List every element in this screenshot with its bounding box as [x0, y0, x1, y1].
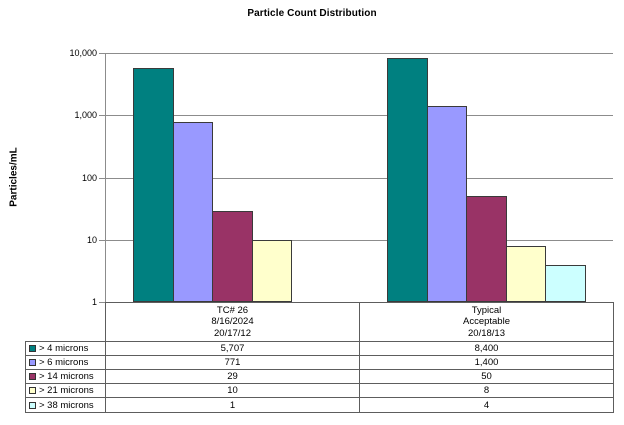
category-label-line: Acceptable	[462, 316, 510, 328]
legend-label: > 4 microns	[39, 343, 89, 354]
bar-38microns-cat2	[545, 264, 586, 302]
chart-title: Particle Count Distribution	[247, 8, 377, 19]
value-cell-cat1: 29	[106, 370, 360, 384]
bar-21microns-cat2	[505, 245, 547, 302]
data-table: > 4 microns 5,707 8,400 > 6 microns 771 1,400…	[25, 341, 614, 413]
legend-label: > 14 microns	[39, 371, 94, 382]
legend-swatch	[29, 373, 36, 380]
legend-swatch	[29, 359, 36, 366]
y-tick	[99, 302, 105, 303]
y-tick-label: 1,000	[74, 110, 97, 121]
legend-swatch	[29, 345, 36, 352]
legend-item: > 38 microns	[26, 398, 106, 412]
y-tick	[99, 239, 105, 241]
bar-6microns-cat1	[172, 122, 214, 302]
bar-4microns-cat2	[387, 57, 428, 302]
y-tick-label: 10,000	[69, 48, 97, 58]
y-axis-label: Particles/mL	[8, 147, 20, 207]
category-header-row: TC# 26 8/16/2024 20/17/12 Typical Acceptable…	[105, 302, 614, 341]
value-cell-cat2: 8,400	[360, 342, 613, 356]
gridline-10	[105, 239, 613, 241]
gridline-100	[105, 177, 613, 179]
legend-item: > 14 microns	[26, 370, 106, 384]
category-label-1: TC# 26 8/16/2024 20/17/12	[106, 303, 360, 341]
y-tick	[99, 53, 105, 54]
legend-label: > 21 microns	[39, 385, 94, 396]
legend-label: > 38 microns	[39, 399, 94, 411]
category-label-line: TC# 26	[216, 304, 249, 316]
category-label-line: 20/17/12	[214, 327, 251, 339]
y-tick-label: 10	[86, 234, 97, 245]
category-label-2: Typical Acceptable 20/18/13	[360, 303, 613, 341]
y-axis-line	[105, 53, 106, 302]
value-cell-cat1: 10	[106, 384, 360, 398]
legend-swatch	[29, 387, 36, 394]
value-cell-cat1: 5,707	[106, 342, 360, 356]
legend-label: > 6 microns	[39, 357, 89, 368]
bar-14microns-cat1	[212, 210, 253, 302]
bar-4microns-cat1	[133, 68, 174, 302]
y-tick	[99, 177, 105, 179]
bar-14microns-cat2	[466, 196, 507, 302]
y-tick-label: 100	[81, 172, 97, 183]
y-tick	[99, 115, 105, 117]
gridline-1,000	[105, 115, 613, 117]
legend-swatch	[29, 401, 36, 409]
gridline-10,000	[105, 53, 613, 54]
value-cell-cat2: 1,400	[360, 356, 613, 370]
bar-6microns-cat2	[426, 106, 468, 302]
legend-item: > 6 microns	[26, 356, 106, 370]
legend-item: > 21 microns	[26, 384, 106, 398]
value-cell-cat2: 8	[360, 384, 613, 398]
value-cell-cat2: 50	[360, 370, 613, 384]
value-cell-cat2: 4	[483, 399, 490, 411]
legend-item: > 4 microns	[26, 342, 106, 356]
category-label-line: 8/16/2024	[211, 316, 254, 328]
value-cell-cat1: 771	[106, 356, 360, 370]
y-tick-label: 1	[91, 297, 97, 307]
category-label-line: 20/18/13	[468, 327, 505, 339]
category-label-line: Typical	[471, 304, 502, 316]
value-cell-cat1: 1	[106, 398, 360, 412]
bar-21microns-cat1	[251, 239, 293, 302]
